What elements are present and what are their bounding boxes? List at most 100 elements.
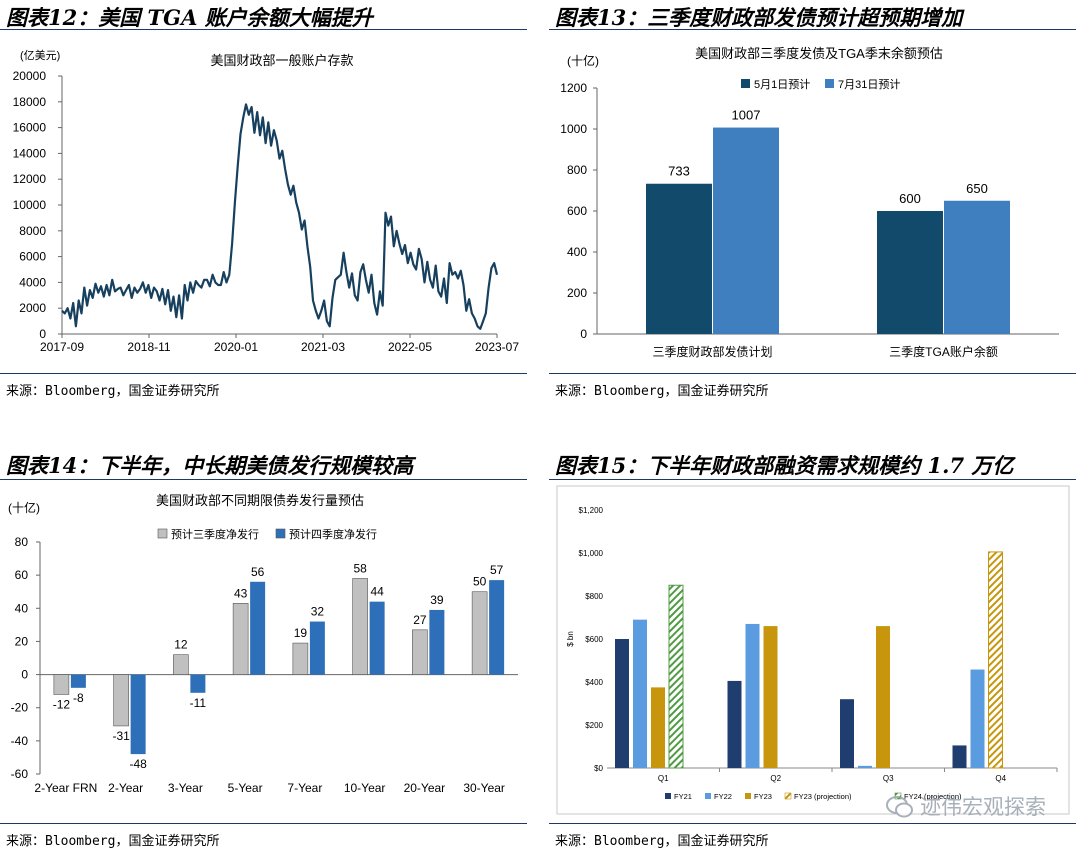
bar (970, 669, 985, 768)
y-tick-label: $800 (585, 592, 603, 601)
y-tick-label: 20000 (13, 69, 47, 83)
bar (944, 200, 1010, 334)
bar-value-label: 650 (966, 181, 988, 196)
x-category-label: 5-Year (228, 781, 263, 795)
y-tick-label: 400 (567, 245, 587, 259)
x-tick-label: 2021-03 (301, 340, 345, 354)
wechat-icon (886, 796, 913, 818)
legend-swatch (745, 793, 751, 799)
figure-15-bottom-rule (549, 823, 1076, 824)
figure-12-top-rule (0, 29, 527, 30)
tga-line-chart: (亿美元) 美国财政部一般账户存款 0 2000 4000 6000 8000 10000 12… (13, 49, 520, 354)
panel-figure-14: 图表14：下半年，中长期美债发行规模较高 (十亿) 美国财政部不同期限债券发行量预… (0, 446, 530, 854)
legend-label: FY24 (projection) (904, 792, 962, 801)
chart-12-unit: (亿美元) (20, 49, 60, 62)
figure-13-title: 图表13：三季度财政部发债预计超预期增加 (555, 5, 963, 30)
tga-balance-line (61, 103, 499, 330)
legend-label: FY23 (projection) (794, 792, 852, 801)
bar (727, 680, 742, 768)
y-tick-label: 40 (15, 601, 29, 615)
bar (489, 580, 505, 675)
figure-15-top-rule (549, 479, 1076, 480)
legend-swatch (157, 528, 168, 539)
legend-swatch (741, 79, 750, 88)
chart-13-unit: (十亿) (567, 53, 599, 68)
bar-value-label: 56 (251, 565, 265, 579)
x-category-label: Q3 (883, 774, 894, 783)
y-tick-label: -40 (11, 734, 29, 748)
bar (876, 626, 890, 768)
bar (651, 687, 665, 768)
bar (713, 127, 779, 334)
x-category-label: Q1 (658, 774, 669, 783)
figure-15-title: 图表15：下半年财政部融资需求规模约 1.7 万亿 (555, 453, 1014, 478)
bar-value-label: 39 (430, 593, 444, 607)
y-tick-label: $1,000 (579, 549, 604, 558)
bar (471, 591, 488, 675)
legend-label: FY23 (754, 792, 772, 801)
figure-12-title: 图表12：美国 TGA 账户余额大幅提升 (6, 5, 373, 30)
bar-value-label: -11 (190, 696, 207, 710)
bar (745, 623, 760, 768)
debt-issuance-bar-chart: (十亿) 美国财政部三季度发债及TGA季末余额预估 5月1日预计 7月31日预计 0 20… (560, 46, 1059, 359)
x-tick-label: 2023-07 (475, 340, 519, 354)
legend-swatch (784, 792, 792, 800)
chart-14-title: 美国财政部不同期限债券发行量预估 (156, 493, 364, 508)
x-category-label: 三季度财政部发债计划 (652, 344, 772, 359)
y-tick-label: $400 (585, 678, 603, 687)
figure-14-top-rule (0, 479, 527, 480)
panel-figure-15: 图表15：下半年财政部融资需求规模约 1.7 万亿 $0 $200 $400 $600… (549, 446, 1080, 854)
bar-value-label: 32 (311, 605, 325, 619)
y-tick-label: -60 (11, 767, 29, 781)
y-tick-label: $600 (585, 635, 603, 644)
x-category-label: 7-Year (287, 781, 322, 795)
y-tick-label: 12000 (13, 172, 47, 186)
legend-swatch (275, 528, 286, 539)
bar (412, 629, 428, 675)
bar (858, 765, 872, 768)
bar-value-label: -12 (53, 697, 71, 711)
figure-14-bottom-rule (0, 823, 527, 824)
legend-label: 预计三季度净发行 (171, 527, 259, 541)
bar-value-label: 600 (899, 191, 921, 206)
chart-12-title: 美国财政部一般账户存款 (210, 53, 353, 68)
bar-value-label: 1007 (732, 108, 761, 123)
x-tick-label: 2020-01 (214, 340, 258, 354)
chart-15-frame (556, 485, 1070, 815)
y-tick-label: 1200 (560, 81, 587, 95)
y-tick-label: 0 (580, 327, 587, 341)
figure-12-source: 来源：Bloomberg，国金证券研究所 (6, 384, 220, 399)
treasury-financing-bar-chart: $0 $200 $400 $600 $800 $1,000 $1,200 $ bn Q1 Q2 Q3… (556, 485, 1070, 815)
figure-12-bottom-rule (0, 373, 527, 374)
bar-value-label: 58 (353, 561, 367, 575)
y-tick-label: $1,200 (579, 506, 604, 515)
y-tick-label: 600 (567, 204, 587, 218)
figure-15-source: 来源：Bloomberg，国金证券研究所 (555, 834, 769, 849)
chart-13-title: 美国财政部三季度发债及TGA季末余额预估 (695, 46, 943, 61)
bar-value-label: -31 (112, 729, 130, 743)
legend-swatch (894, 792, 902, 800)
x-tick-label: 2022-05 (388, 340, 432, 354)
y-tick-label: 10000 (13, 198, 47, 212)
y-tick-label: 14000 (13, 146, 47, 160)
panel-figure-13: 图表13：三季度财政部发债预计超预期增加 (十亿) 美国财政部三季度发债及TGA季… (549, 0, 1080, 400)
bar (369, 601, 385, 675)
legend-label: 5月1日预计 (754, 78, 810, 91)
bar-value-label: 57 (490, 563, 504, 577)
bar (633, 619, 647, 768)
figure-14-source: 来源：Bloomberg，国金证券研究所 (6, 834, 220, 849)
x-tick-label: 2017-09 (40, 340, 84, 354)
bar (173, 654, 189, 675)
watermark-text: 迹伟宏观探索 (920, 795, 1046, 819)
bar (988, 551, 1003, 769)
y-tick-label: 18000 (13, 95, 47, 109)
y-tick-label: 80 (15, 535, 29, 549)
bar (615, 639, 629, 768)
bar (190, 674, 206, 693)
y-tick-label: -20 (11, 701, 29, 715)
y-tick-label: 1000 (560, 122, 587, 136)
bar (309, 621, 325, 675)
bar-value-label: 43 (234, 586, 248, 600)
y-tick-label: 0 (21, 668, 28, 682)
bar-value-label: -8 (73, 691, 84, 705)
